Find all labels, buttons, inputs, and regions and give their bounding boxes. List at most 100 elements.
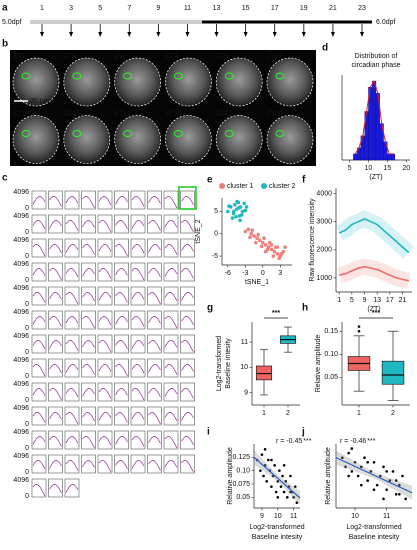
trace-box: [180, 334, 195, 354]
trace-box: [64, 478, 80, 498]
y-axis-label: Relative amplitude: [325, 447, 332, 505]
y-tick-label: 4096: [13, 333, 29, 340]
mean-line: [338, 218, 410, 254]
trace: [49, 364, 62, 374]
panel-letter: b: [2, 39, 8, 50]
tissue: [114, 58, 161, 106]
regression-line: [253, 456, 301, 499]
point: [261, 240, 265, 245]
trace: [181, 340, 194, 353]
trace: [181, 196, 194, 206]
x-tick-label: 17: [386, 297, 394, 304]
point: [350, 470, 354, 473]
timepoint-label: 3: [69, 5, 73, 12]
trace: [49, 316, 62, 327]
point: [363, 456, 366, 460]
point: [366, 479, 369, 482]
y-axis-label: Relative amplitude: [227, 447, 234, 505]
x-axis-label: Log2-transformed: [249, 524, 304, 531]
trace: [49, 196, 62, 207]
timepoint-arrowhead: [272, 32, 277, 37]
panel-letter: f: [302, 175, 306, 186]
y-tick-label: 11: [241, 339, 248, 346]
box: [381, 360, 405, 385]
point: [250, 228, 255, 232]
trace-box: [114, 310, 129, 330]
timepoint-arrowhead: [69, 32, 74, 37]
x-axis-label: Log2-transformed: [346, 524, 401, 531]
y-tick-label: 0.10: [324, 351, 338, 358]
chart-title: circadian phase: [351, 62, 400, 69]
y-axis-label: Baseline intesity: [225, 338, 232, 389]
trace-box: [180, 454, 195, 474]
x-tick-label: 1: [337, 297, 341, 304]
trace-box: [81, 430, 96, 450]
frame-label: ZT21: [216, 110, 232, 117]
trace: [181, 364, 194, 372]
trace-box: [97, 286, 113, 306]
frame-label: ZT17: [115, 110, 131, 117]
trace-box: [97, 262, 113, 282]
trace: [131, 268, 145, 281]
trace: [98, 196, 112, 206]
trace: [65, 316, 79, 324]
trace-box: [114, 190, 129, 210]
trace: [49, 220, 62, 229]
trace-box: [180, 286, 195, 306]
trace: [82, 364, 95, 375]
tissue: [267, 58, 313, 106]
trace-box: [81, 286, 96, 306]
trace: [65, 292, 79, 305]
y-tick-label: 0: [25, 229, 29, 236]
x-axis-label: Baseline intesity: [349, 534, 400, 541]
trace: [131, 196, 145, 207]
chart-title: Distribution of: [355, 53, 398, 60]
trace-box: [130, 358, 146, 378]
y-tick-label: 0.10: [236, 468, 250, 475]
tissue: [63, 58, 110, 106]
trace: [32, 292, 46, 303]
trace: [98, 220, 112, 233]
trace: [148, 316, 161, 324]
trace-box: [163, 430, 179, 450]
y-tick-label: 4096: [13, 429, 29, 436]
y-axis-label: Relative amplitude: [315, 335, 322, 393]
trace: [115, 436, 128, 445]
timepoint-arrowhead: [330, 32, 335, 37]
trace-box: [163, 358, 179, 378]
y-tick-label: 0: [25, 373, 29, 380]
point: [271, 254, 276, 258]
legend-label: cluster 2: [269, 183, 296, 190]
trace: [98, 292, 112, 301]
frame-label: ZT15: [64, 110, 80, 117]
point: [263, 448, 267, 451]
trace: [82, 244, 95, 255]
y-axis-label: Raw fluorescence intensity: [309, 198, 316, 282]
trace-box: [147, 190, 162, 210]
point: [360, 483, 363, 487]
point: [238, 218, 242, 223]
trace-box: [180, 310, 195, 330]
trace: [65, 484, 79, 493]
trace-box: [97, 406, 113, 426]
trace-box: [97, 190, 113, 210]
trace: [181, 220, 194, 233]
point: [360, 465, 363, 469]
trace-box: [64, 382, 80, 402]
point: [382, 465, 385, 469]
y-tick-label: 0: [25, 445, 29, 452]
trace: [49, 292, 62, 300]
y-tick-label: 4096: [13, 309, 29, 316]
trace: [164, 340, 178, 348]
point: [243, 208, 248, 213]
trace: [148, 412, 161, 425]
trace-box: [31, 214, 47, 234]
trace-box: [64, 430, 80, 450]
timepoint-label: 21: [329, 5, 337, 12]
frame-label: ZT23: [267, 110, 283, 117]
point: [263, 249, 268, 254]
trace-box: [81, 238, 96, 258]
point: [394, 492, 398, 496]
trace-box: [163, 382, 179, 402]
